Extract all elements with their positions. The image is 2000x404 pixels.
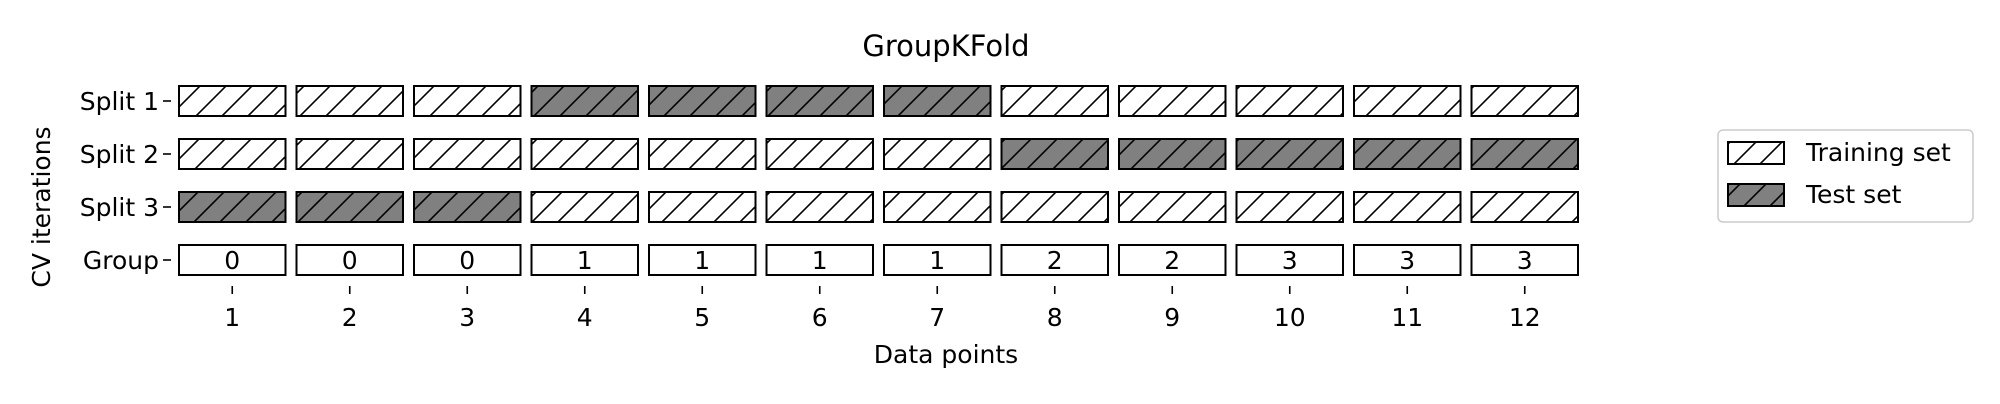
group-cell: [1000, 244, 1109, 276]
test-cell: [648, 85, 757, 117]
row-split-3: Split 3: [80, 191, 1579, 223]
group-cell: [765, 244, 874, 276]
x-tick-label: 12: [1509, 303, 1541, 332]
group-cell: [1353, 244, 1462, 276]
test-cell: [295, 191, 404, 223]
test-cell: [413, 191, 522, 223]
test-cell: [530, 85, 639, 117]
train-cell: [883, 138, 992, 170]
train-cell: [883, 191, 992, 223]
row-split-1: Split 1: [80, 85, 1579, 117]
group-cell: [295, 244, 404, 276]
row-split-2: Split 2: [80, 138, 1579, 170]
group-cell: [530, 244, 639, 276]
train-cell: [1000, 85, 1109, 117]
x-tick-label: 1: [224, 303, 240, 332]
legend-test-swatch: [1727, 183, 1785, 207]
x-axis-label: Data points: [874, 340, 1018, 369]
x-tick-label: 11: [1391, 303, 1423, 332]
chart-title: GroupKFold: [862, 29, 1029, 63]
train-cell: [1470, 191, 1579, 223]
chart-rows: Split 1 Split 2 Split 3 Group 0 0 0 1 1 1 1 2 2 3 3 3: [80, 85, 1579, 276]
row-label: Split 1: [80, 87, 159, 116]
train-cell: [1235, 191, 1344, 223]
group-value: 3: [1399, 246, 1415, 275]
test-cell: [1118, 138, 1227, 170]
group-cell: [1470, 244, 1579, 276]
test-cell: [1000, 138, 1109, 170]
train-cell: [530, 191, 639, 223]
group-value: 1: [577, 246, 593, 275]
train-cell: [1353, 191, 1462, 223]
train-cell: [765, 191, 874, 223]
train-cell: [648, 138, 757, 170]
group-cell: [1235, 244, 1344, 276]
train-cell: [765, 138, 874, 170]
test-cell: [1470, 138, 1579, 170]
group-value: 3: [1517, 246, 1533, 275]
group-cell: [1118, 244, 1227, 276]
group-cell: [178, 244, 287, 276]
y-axis-label: CV iterations: [27, 126, 56, 287]
group-value: 0: [459, 246, 475, 275]
row-label: Split 2: [80, 140, 159, 169]
x-tick-label: 4: [577, 303, 593, 332]
test-cell: [1353, 138, 1462, 170]
train-cell: [530, 138, 639, 170]
x-tick-label: 10: [1274, 303, 1306, 332]
train-cell: [178, 85, 287, 117]
x-axis: 1 2 3 4 5 6 7 8 9 10 11 12: [224, 286, 1541, 332]
train-cell: [1000, 191, 1109, 223]
group-cell: [883, 244, 992, 276]
x-tick-label: 3: [459, 303, 475, 332]
group-value: 2: [1164, 246, 1180, 275]
legend-label: Training set: [1805, 138, 1951, 167]
train-cell: [413, 85, 522, 117]
legend-label: Test set: [1805, 180, 1902, 209]
train-cell: [1353, 85, 1462, 117]
group-value: 1: [694, 246, 710, 275]
group-cell: [648, 244, 757, 276]
test-cell: [883, 85, 992, 117]
group-value: 1: [929, 246, 945, 275]
train-cell: [413, 138, 522, 170]
row-group: Group 0 0 0 1 1 1 1 2 2 3 3 3: [83, 244, 1579, 276]
train-cell: [295, 138, 404, 170]
test-cell: [765, 85, 874, 117]
legend-train-swatch: [1727, 141, 1785, 165]
x-tick-label: 5: [694, 303, 710, 332]
group-value: 2: [1047, 246, 1063, 275]
x-tick-label: 2: [342, 303, 358, 332]
group-value: 3: [1282, 246, 1298, 275]
x-tick-label: 7: [929, 303, 945, 332]
train-cell: [1118, 85, 1227, 117]
x-tick-label: 8: [1047, 303, 1063, 332]
train-cell: [295, 85, 404, 117]
train-cell: [178, 138, 287, 170]
group-value: 1: [812, 246, 828, 275]
group-value: 0: [342, 246, 358, 275]
train-cell: [648, 191, 757, 223]
train-cell: [1118, 191, 1227, 223]
train-cell: [1235, 85, 1344, 117]
group-cell: [413, 244, 522, 276]
test-cell: [1235, 138, 1344, 170]
legend: Training set Test set: [1717, 129, 1974, 223]
group-value: 0: [224, 246, 240, 275]
test-cell: [178, 191, 287, 223]
x-tick-label: 6: [812, 303, 828, 332]
row-label: Split 3: [80, 193, 159, 222]
train-cell: [1470, 85, 1579, 117]
x-tick-label: 9: [1164, 303, 1180, 332]
row-label: Group: [83, 246, 159, 275]
